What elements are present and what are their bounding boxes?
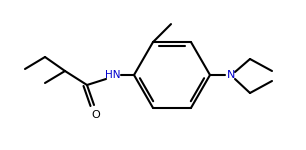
Text: N: N <box>227 70 235 80</box>
Text: HN: HN <box>105 70 121 80</box>
Text: O: O <box>91 110 100 120</box>
